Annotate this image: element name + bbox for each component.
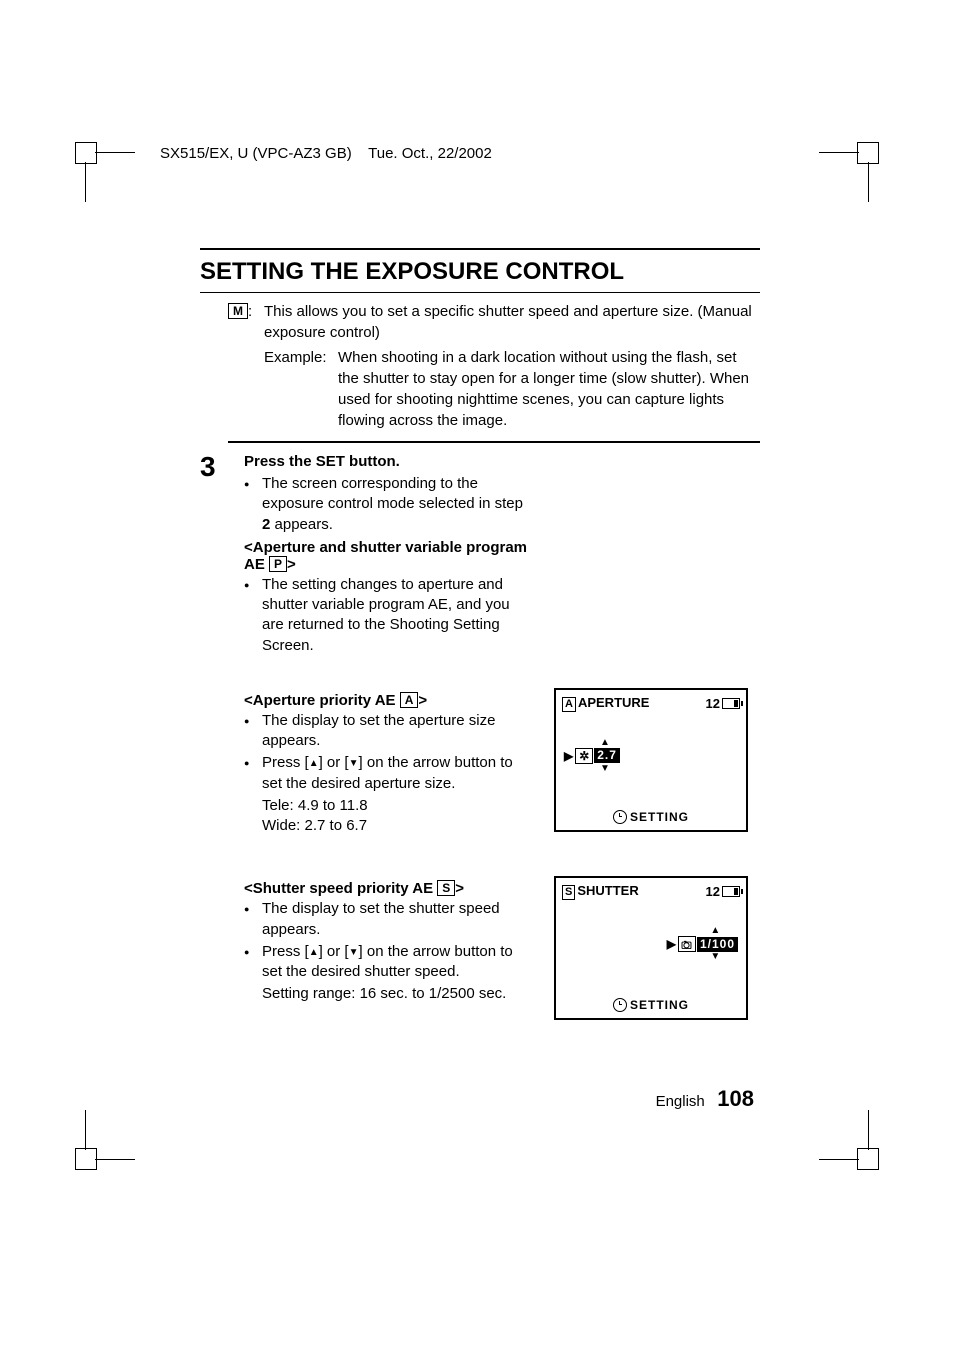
mode-p-icon: P: [269, 556, 287, 572]
crop-mark-tr: [829, 130, 879, 180]
shutter-range: Setting range: 16 sec. to 1/2500 sec.: [244, 984, 534, 1004]
crop-mark-bl: [75, 1132, 125, 1182]
doc-code: SX515/EX, U (VPC-AZ3 GB): [160, 145, 352, 162]
crop-mark-tl: [75, 130, 125, 180]
step3-bullet1: The screen corresponding to the exposure…: [244, 474, 534, 535]
setting-label-s: SETTING: [556, 998, 746, 1012]
mode-m-icon: M: [228, 303, 248, 319]
mode-a-icon: A: [400, 692, 419, 708]
crop-mark-br: [829, 1132, 879, 1182]
remaining-indicator-s: 12: [706, 884, 740, 899]
screen-mode-label-s: SSHUTTER: [562, 883, 639, 900]
header-text: SX515/EX, U (VPC-AZ3 GB) Tue. Oct., 22/2…: [160, 145, 492, 162]
page-number: 108: [717, 1086, 754, 1111]
screen-mode-a-icon: A: [562, 697, 576, 712]
footer: English 108: [656, 1086, 754, 1112]
remaining-indicator: 12: [706, 696, 740, 711]
battery-icon: [722, 698, 740, 709]
step-number: 3: [200, 453, 228, 658]
page-title: SETTING THE EXPOSURE CONTROL: [200, 248, 760, 293]
step3-bullet2: The setting changes to aperture and shut…: [244, 575, 534, 656]
shutter-screen: SSHUTTER 12 ▲ ▶ 1/100: [554, 876, 748, 1020]
shutter-bullet2: Press [▲] or [▼] on the arrow button to …: [244, 942, 534, 983]
clock-icon: [613, 998, 627, 1012]
play-arrow-icon: ▶: [667, 937, 676, 951]
setting-label: SETTING: [556, 810, 746, 824]
wide-range: Wide: 2.7 to 6.7: [244, 816, 534, 836]
aperture-value: 2.7: [594, 748, 620, 763]
aperture-bullet2: Press [▲] or [▼] on the arrow button to …: [244, 753, 534, 794]
footer-lang: English: [656, 1093, 705, 1110]
step-3: 3 Press the SET button. The screen corre…: [200, 453, 760, 658]
shutter-value: 1/100: [697, 937, 738, 952]
mode-m-desc: This allows you to set a specific shutte…: [264, 301, 760, 343]
aperture-heading: <Aperture priority AE A>: [244, 692, 534, 709]
aperture-screen: AAPERTURE 12 ▲ ▶ ✲ 2.7 ▼: [554, 688, 748, 832]
example-text: When shooting in a dark location without…: [338, 347, 760, 431]
example-label: Example:: [264, 347, 338, 431]
step-heading: Press the SET button.: [244, 453, 534, 470]
aperture-icon: ✲: [575, 748, 593, 764]
shutter-icon: [678, 936, 696, 952]
play-arrow-icon: ▶: [564, 749, 573, 763]
battery-icon: [722, 886, 740, 897]
tele-range: Tele: 4.9 to 11.8: [244, 796, 534, 816]
screen-mode-s-icon: S: [562, 885, 575, 900]
arrow-down-icon: ▼: [710, 952, 720, 962]
mode-s-icon: S: [437, 880, 455, 896]
arrow-up-icon: ▲: [600, 738, 610, 748]
sub-heading-p: <Aperture and shutter variable program A…: [244, 539, 534, 573]
intro-block: M: This allows you to set a specific shu…: [228, 301, 760, 443]
shutter-bullet1: The display to set the shutter speed app…: [244, 899, 534, 940]
screen-mode-label: AAPERTURE: [562, 695, 649, 712]
arrow-up-icon: ▲: [710, 926, 720, 936]
clock-icon: [613, 810, 627, 824]
doc-date: Tue. Oct., 22/2002: [368, 145, 492, 162]
aperture-bullet1: The display to set the aperture size app…: [244, 711, 534, 752]
shutter-heading: <Shutter speed priority AE S>: [244, 880, 534, 897]
arrow-down-icon: ▼: [600, 764, 610, 774]
